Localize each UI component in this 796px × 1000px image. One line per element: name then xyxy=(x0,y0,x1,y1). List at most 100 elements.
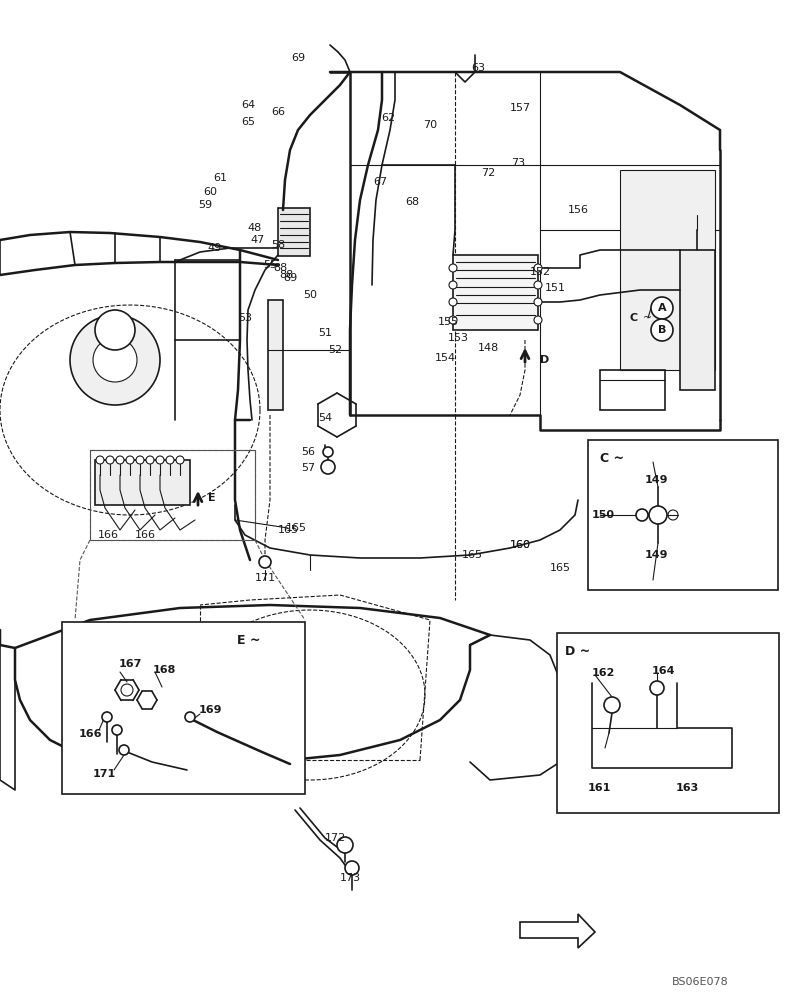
Polygon shape xyxy=(520,914,595,948)
Circle shape xyxy=(116,456,124,464)
Circle shape xyxy=(136,456,144,464)
Text: C: C xyxy=(630,313,638,323)
Bar xyxy=(680,250,715,390)
Circle shape xyxy=(650,681,664,695)
Circle shape xyxy=(176,456,184,464)
Text: 154: 154 xyxy=(435,353,455,363)
Circle shape xyxy=(106,456,114,464)
Bar xyxy=(588,440,778,590)
Bar xyxy=(557,633,779,813)
Text: 57: 57 xyxy=(301,463,315,473)
Text: 68: 68 xyxy=(405,197,419,207)
Text: 165: 165 xyxy=(278,525,298,535)
Text: 63: 63 xyxy=(471,63,485,73)
Circle shape xyxy=(95,310,135,350)
Text: 62: 62 xyxy=(381,113,395,123)
Text: A: A xyxy=(657,303,666,313)
Text: 60: 60 xyxy=(203,187,217,197)
Circle shape xyxy=(146,456,154,464)
Circle shape xyxy=(337,837,353,853)
Text: 171: 171 xyxy=(255,573,275,583)
Bar xyxy=(90,450,255,540)
Text: 165: 165 xyxy=(286,523,306,533)
Text: 55: 55 xyxy=(263,260,277,270)
Text: BS06E078: BS06E078 xyxy=(672,977,728,987)
Circle shape xyxy=(651,319,673,341)
Text: 168: 168 xyxy=(152,665,176,675)
Circle shape xyxy=(651,297,673,319)
Text: 88: 88 xyxy=(279,270,293,280)
Circle shape xyxy=(449,281,457,289)
Text: 163: 163 xyxy=(675,783,699,793)
Text: 72: 72 xyxy=(481,168,495,178)
Text: 67: 67 xyxy=(373,177,387,187)
Text: 70: 70 xyxy=(423,120,437,130)
Circle shape xyxy=(323,447,333,457)
Text: 51: 51 xyxy=(318,328,332,338)
Text: E ~: E ~ xyxy=(237,634,260,647)
Circle shape xyxy=(636,509,648,521)
Text: 173: 173 xyxy=(339,873,361,883)
Text: 166: 166 xyxy=(78,729,102,739)
Text: 73: 73 xyxy=(511,158,525,168)
Text: 156: 156 xyxy=(568,205,588,215)
Text: D: D xyxy=(540,355,549,365)
Circle shape xyxy=(70,315,160,405)
Circle shape xyxy=(119,745,129,755)
Circle shape xyxy=(649,506,667,524)
Text: 166: 166 xyxy=(97,530,119,540)
Text: B: B xyxy=(657,325,666,335)
Text: 58: 58 xyxy=(271,240,285,250)
Circle shape xyxy=(321,460,335,474)
Text: C ~: C ~ xyxy=(600,452,624,465)
Text: 56: 56 xyxy=(301,447,315,457)
Text: 167: 167 xyxy=(119,659,142,669)
Circle shape xyxy=(102,712,112,722)
Text: 48: 48 xyxy=(248,223,262,233)
Text: 54: 54 xyxy=(318,413,332,423)
Text: 53: 53 xyxy=(238,313,252,323)
Text: ~: ~ xyxy=(643,313,652,323)
Text: 172: 172 xyxy=(325,833,345,843)
Circle shape xyxy=(93,338,137,382)
Text: 169: 169 xyxy=(198,705,222,715)
Circle shape xyxy=(96,456,104,464)
Bar xyxy=(620,170,715,370)
Bar xyxy=(278,208,310,256)
Text: 160: 160 xyxy=(509,540,530,550)
Circle shape xyxy=(534,298,542,306)
Text: 152: 152 xyxy=(529,267,551,277)
Text: 157: 157 xyxy=(509,103,531,113)
Text: 166: 166 xyxy=(135,530,155,540)
Bar xyxy=(95,460,190,505)
Text: 50: 50 xyxy=(303,290,317,300)
Text: 150: 150 xyxy=(591,510,615,520)
Circle shape xyxy=(121,684,133,696)
Circle shape xyxy=(534,281,542,289)
Circle shape xyxy=(534,264,542,272)
Circle shape xyxy=(126,456,134,464)
Circle shape xyxy=(604,697,620,713)
Text: 161: 161 xyxy=(587,783,611,793)
Text: 164: 164 xyxy=(652,666,676,676)
Text: 165: 165 xyxy=(549,563,571,573)
Bar xyxy=(62,622,305,794)
Circle shape xyxy=(345,861,359,875)
Circle shape xyxy=(534,316,542,324)
Text: 153: 153 xyxy=(447,333,469,343)
Text: 151: 151 xyxy=(544,283,565,293)
Text: 49: 49 xyxy=(208,243,222,253)
Text: 160: 160 xyxy=(509,540,530,550)
Circle shape xyxy=(259,556,271,568)
Circle shape xyxy=(112,725,122,735)
Bar xyxy=(453,255,538,330)
Text: 171: 171 xyxy=(92,769,115,779)
Circle shape xyxy=(156,456,164,464)
Bar xyxy=(600,370,665,410)
Text: 52: 52 xyxy=(328,345,342,355)
Circle shape xyxy=(449,316,457,324)
Text: 148: 148 xyxy=(478,343,498,353)
Text: 59: 59 xyxy=(198,200,212,210)
Text: E: E xyxy=(208,493,216,503)
Text: FRONT: FRONT xyxy=(536,926,574,936)
